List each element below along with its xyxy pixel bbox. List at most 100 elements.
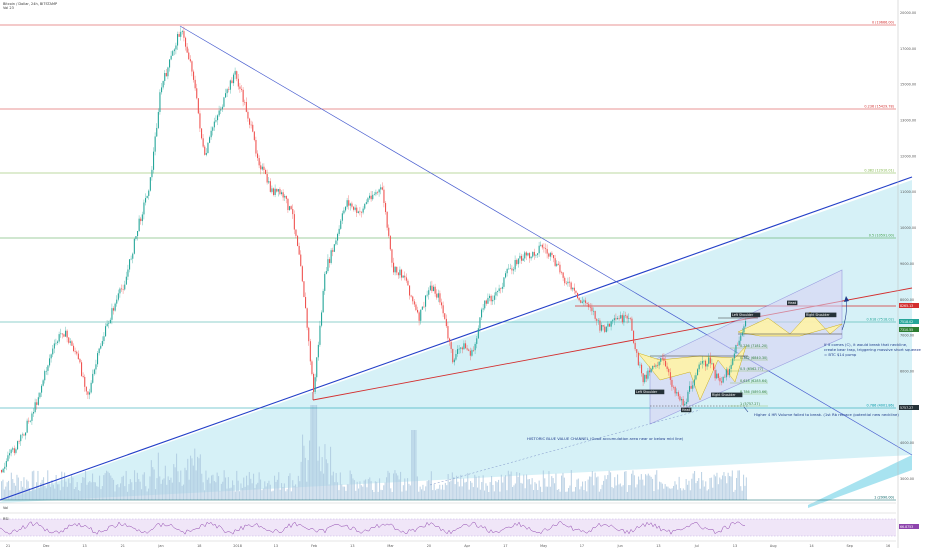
volume-bar <box>93 482 95 500</box>
volume-bar <box>292 480 294 500</box>
volume-bar <box>720 479 722 500</box>
x-tick-label: Jan <box>157 544 163 548</box>
volume-bar <box>416 476 418 500</box>
volume-bar <box>404 478 406 500</box>
candle-body <box>404 275 406 278</box>
candle-body <box>671 379 673 387</box>
candle-body <box>679 396 681 401</box>
volume-bar <box>736 477 738 500</box>
candle-body <box>332 250 334 252</box>
volume-bar <box>128 484 130 500</box>
candle-body <box>311 361 313 375</box>
x-tick-label: Aug <box>770 544 777 548</box>
candle-body <box>732 358 734 365</box>
volume-bar <box>422 484 424 500</box>
candle-body <box>68 337 70 343</box>
volume-bar <box>139 481 141 500</box>
candle-body <box>476 338 478 344</box>
x-tick-label: May <box>540 544 547 548</box>
candle-body <box>377 192 379 193</box>
channel-note: HISTORIC BLUE VALUE CHANNEL (Good accumu… <box>527 436 684 441</box>
volume-bar <box>547 486 549 500</box>
candle-body <box>417 309 419 313</box>
candle-body <box>466 348 468 350</box>
candle-body <box>143 202 145 215</box>
candle-body <box>149 177 151 191</box>
volume-bar <box>646 475 648 500</box>
volume-bar <box>31 471 33 500</box>
volume-bar <box>440 489 442 500</box>
candle-body <box>391 249 393 263</box>
y-tick-label: 15000.00 <box>900 83 916 87</box>
volume-bar <box>33 470 35 500</box>
candle-body <box>412 296 414 302</box>
volume-bar <box>121 476 123 500</box>
candle-body <box>12 448 14 450</box>
candle-body <box>249 118 251 125</box>
candle-body <box>290 206 292 210</box>
volume-bar <box>622 485 624 500</box>
volume-bar <box>124 486 126 500</box>
volume-bar <box>488 491 490 500</box>
volume-bar <box>745 477 747 500</box>
volume-bar <box>710 477 712 500</box>
candle-body <box>639 364 641 366</box>
volume-bar <box>83 477 85 500</box>
volume-bar <box>724 476 726 500</box>
candle-body <box>159 92 161 112</box>
volume-bar <box>495 481 497 500</box>
candle-body <box>538 245 540 254</box>
candle-body <box>497 291 499 292</box>
candle-body <box>306 308 308 328</box>
y-tick-label: 6000.00 <box>900 369 914 373</box>
candle-body <box>650 369 652 373</box>
volume-bar <box>472 487 474 500</box>
volume-bar <box>479 489 481 500</box>
blue-trendline <box>0 176 913 501</box>
candle-body <box>413 301 415 305</box>
candle-body <box>521 255 523 261</box>
candle-body <box>580 300 582 303</box>
volume-bar <box>328 484 330 500</box>
candle-body <box>197 98 199 114</box>
volume-bar <box>191 458 193 500</box>
candle-body <box>186 46 188 53</box>
volume-bar <box>565 491 567 500</box>
volume-bar <box>607 475 609 500</box>
volume-bar <box>106 470 108 500</box>
volume-bar <box>230 487 232 500</box>
candle-body <box>82 375 84 377</box>
candle-body <box>63 334 65 337</box>
candle-body <box>489 295 491 298</box>
candle-body <box>113 308 115 311</box>
volume-bar <box>415 430 417 500</box>
volume-bar <box>190 455 192 500</box>
volume-bar <box>499 491 501 500</box>
volume-bar <box>251 483 253 500</box>
volume-bar <box>481 482 483 500</box>
candle-body <box>445 318 447 327</box>
hs-pattern-1 <box>637 345 747 401</box>
volume-bar <box>600 489 602 500</box>
candle-body <box>373 194 375 195</box>
volume-bar <box>271 491 273 500</box>
candle-body <box>274 188 276 195</box>
fib-label-6: 1 (2990.00) <box>874 496 895 500</box>
volume-bar <box>628 485 630 500</box>
volume-bar <box>370 481 372 500</box>
candle-body <box>685 401 687 404</box>
candle-body <box>252 124 254 132</box>
candle-body <box>210 130 212 138</box>
candle-body <box>588 303 590 308</box>
candle-body <box>620 315 622 319</box>
volume-bar <box>178 482 180 500</box>
volume-bar <box>661 483 663 500</box>
volume-bar <box>76 482 78 500</box>
candle-body <box>284 195 286 198</box>
volume-bar <box>545 486 547 500</box>
candle-body <box>255 139 257 154</box>
callout-line-2: create bear trap, triggering massive sho… <box>824 347 921 352</box>
volume-bar <box>141 489 143 500</box>
volume-bar <box>209 483 211 500</box>
candle-body <box>514 260 516 270</box>
